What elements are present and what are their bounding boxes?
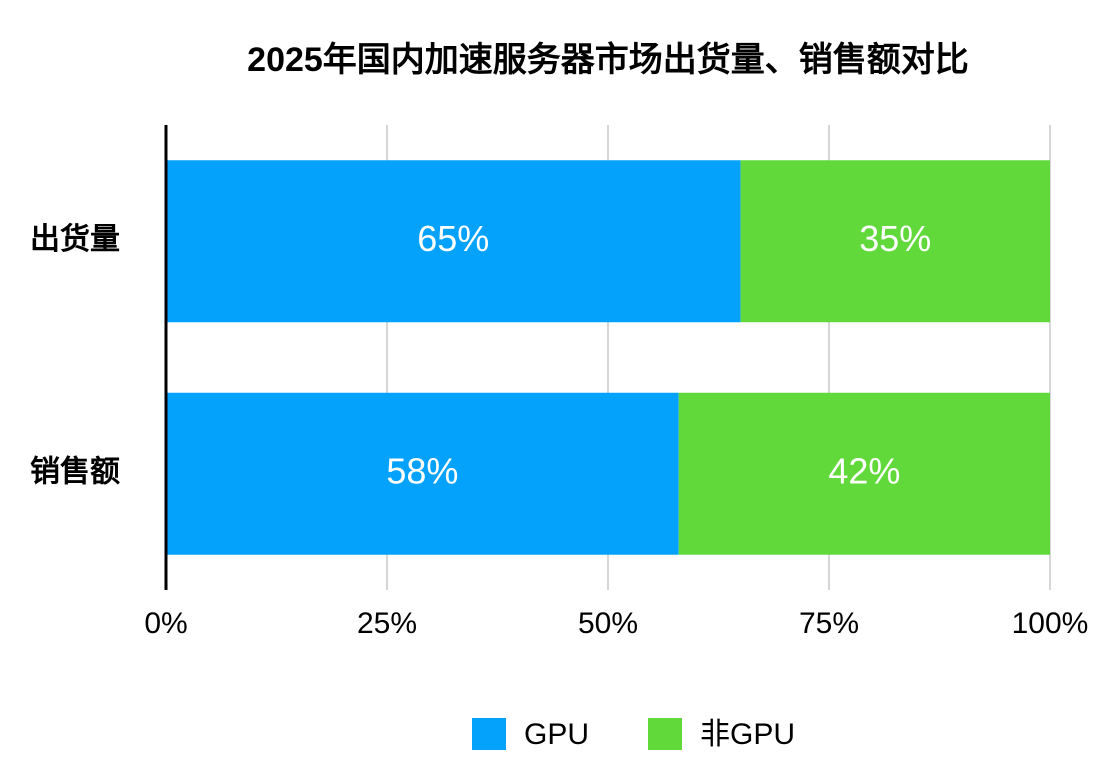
data-label: 58% — [386, 450, 458, 491]
legend-label: GPU — [524, 718, 589, 751]
data-label: 65% — [417, 218, 489, 259]
y-tick-label: 销售额 — [30, 456, 120, 489]
x-tick-label: 50% — [578, 607, 638, 640]
data-label: 35% — [859, 218, 931, 259]
legend-swatch — [472, 718, 506, 750]
x-tick-label: 25% — [357, 607, 417, 640]
x-tick-label: 75% — [799, 607, 859, 640]
bar-segment — [678, 392, 1050, 555]
chart-title: 2025年国内加速服务器市场出货量、销售额对比 — [247, 40, 969, 79]
x-tick-label: 100% — [1012, 607, 1089, 640]
legend-swatch — [648, 718, 682, 750]
x-tick-label: 0% — [144, 607, 187, 640]
y-tick-label: 出货量 — [30, 222, 120, 256]
data-label: 42% — [828, 450, 900, 491]
bar-segment — [166, 392, 679, 555]
bars — [166, 160, 1050, 555]
bar-segment — [166, 160, 741, 323]
legend-label: 非GPU — [700, 718, 795, 751]
bar-segment — [740, 160, 1050, 323]
